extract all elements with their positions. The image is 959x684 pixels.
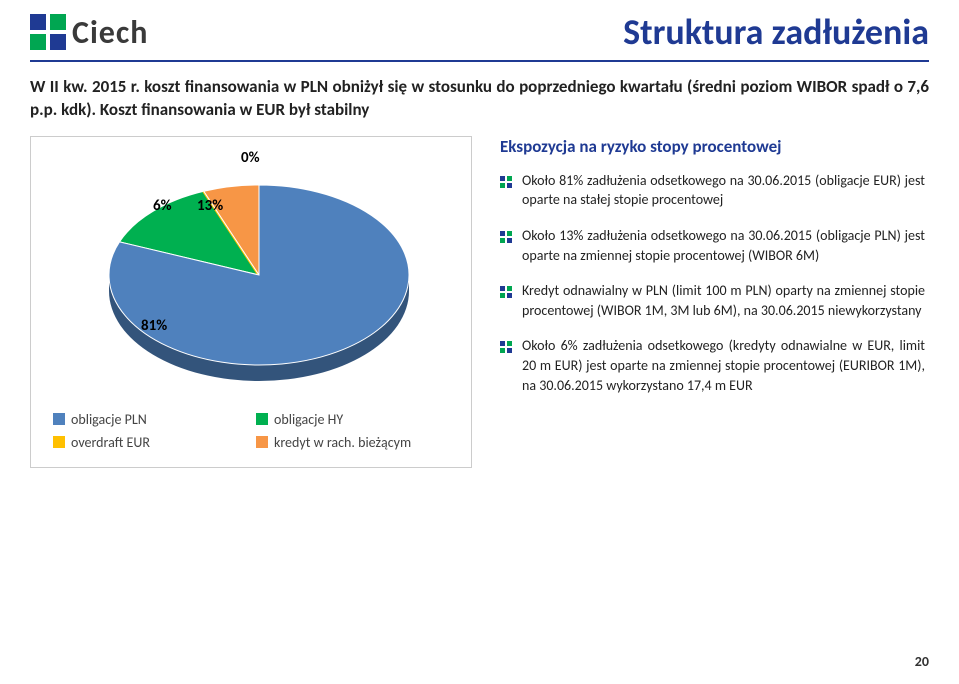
bullet-item: Kredyt odnawialny w PLN (limit 100 m PLN… <box>500 281 925 320</box>
bullet-icon <box>500 339 512 351</box>
chart-panel: 0% 6% 13% 81% obligacje PLN obligacje HY over… <box>30 136 472 468</box>
legend-label: kredyt w rach. bieżącym <box>274 434 411 451</box>
page-title: Struktura zadłużenia <box>623 10 929 54</box>
title-underline <box>30 60 929 62</box>
company-name: Ciech <box>72 13 148 52</box>
bullet-text: Około 6% zadłużenia odsetkowego (kredyty… <box>522 336 925 395</box>
bullet-icon <box>500 229 512 241</box>
legend-label: obligacje HY <box>274 411 343 428</box>
pie-slice-label: 0% <box>241 149 260 167</box>
intro-text: W II kw. 2015 r. koszt finansowania w PL… <box>0 76 959 136</box>
legend-label: overdraft EUR <box>71 434 150 451</box>
bullet-item: Około 6% zadłużenia odsetkowego (kredyty… <box>500 336 925 395</box>
legend-swatch <box>256 436 268 448</box>
legend-item: overdraft EUR <box>53 434 246 451</box>
bullet-icon <box>500 174 512 186</box>
page-number: 20 <box>915 653 929 670</box>
legend-swatch <box>53 436 65 448</box>
company-logo: Ciech <box>30 13 148 52</box>
legend-swatch <box>256 413 268 425</box>
pie-slice-label: 81% <box>141 317 167 335</box>
bullet-text: Około 13% zadłużenia odsetkowego na 30.0… <box>522 226 925 265</box>
bullets-panel: Ekspozycja na ryzyko stopy procentowej O… <box>496 136 929 468</box>
bullet-icon <box>500 284 512 296</box>
bullet-text: Około 81% zadłużenia odsetkowego na 30.0… <box>522 171 925 210</box>
legend-item: obligacje PLN <box>53 411 246 428</box>
bullet-item: Około 81% zadłużenia odsetkowego na 30.0… <box>500 171 925 210</box>
legend-item: kredyt w rach. bieżącym <box>256 434 449 451</box>
pie-chart: 0% 6% 13% 81% <box>41 147 461 407</box>
bullet-item: Około 13% zadłużenia odsetkowego na 30.0… <box>500 226 925 265</box>
bullet-text: Kredyt odnawialny w PLN (limit 100 m PLN… <box>522 281 925 320</box>
legend-swatch <box>53 413 65 425</box>
legend-label: obligacje PLN <box>71 411 147 428</box>
bullets-title: Ekspozycja na ryzyko stopy procentowej <box>500 136 925 157</box>
logo-mark-icon <box>30 14 66 50</box>
pie-slice-label: 6% <box>153 197 172 215</box>
chart-legend: obligacje PLN obligacje HY overdraft EUR kr… <box>41 411 461 457</box>
pie-slice-label: 13% <box>197 197 223 215</box>
legend-item: obligacje HY <box>256 411 449 428</box>
